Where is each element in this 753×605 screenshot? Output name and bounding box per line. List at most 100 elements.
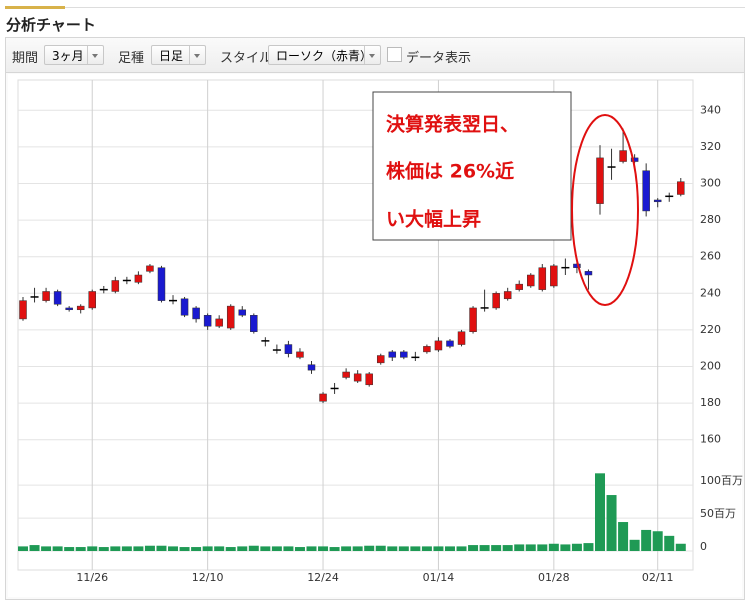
candle-body <box>515 283 523 290</box>
candle-body <box>65 307 73 311</box>
y-tick-label: 180 <box>700 396 721 409</box>
candle-body <box>76 305 85 311</box>
candle-body <box>388 351 397 358</box>
volume-bar <box>364 545 375 551</box>
volume-bar <box>271 546 282 551</box>
volume-bar <box>260 546 271 551</box>
candle-body <box>203 315 212 327</box>
volume-bar <box>571 543 582 551</box>
candle-body <box>19 300 27 320</box>
candle-body <box>146 265 154 272</box>
candle-body <box>527 274 535 287</box>
volume-bar <box>421 546 432 551</box>
volume-bar <box>18 546 28 551</box>
volume-bar <box>87 546 98 551</box>
data-display-label[interactable]: データ表示 <box>406 51 472 66</box>
period-label: 期間 <box>12 51 39 66</box>
candle-body <box>365 373 373 386</box>
volume-bar <box>41 546 52 551</box>
period-select[interactable]: 3ヶ月 <box>44 45 104 65</box>
candle-body <box>307 364 316 371</box>
candle-body <box>88 291 96 309</box>
style-select[interactable]: ローソク（赤青） <box>268 45 381 65</box>
candle-body <box>180 298 189 316</box>
volume-bar <box>144 545 155 551</box>
volume-bar <box>491 545 502 551</box>
candle-body <box>53 291 62 305</box>
y-tick-label: 200 <box>700 360 721 373</box>
candle-body <box>42 291 50 301</box>
volume-bar <box>525 544 536 551</box>
volume-bar <box>583 543 594 551</box>
y-tick-label: 160 <box>700 433 721 446</box>
candle-body <box>550 265 558 287</box>
style-label: スタイル <box>220 51 273 66</box>
y-tick-label: 320 <box>700 140 721 153</box>
volume-bar <box>548 543 559 551</box>
volume-bar <box>595 473 605 551</box>
candle-body <box>376 355 385 364</box>
plot-frame <box>17 79 694 571</box>
candle-body <box>192 307 200 320</box>
volume-bar <box>29 545 40 551</box>
y-tick-label: 240 <box>700 286 721 299</box>
volume-bar <box>283 546 294 551</box>
candle-body <box>469 307 477 332</box>
volume-bar <box>156 545 167 551</box>
highlight-ellipse <box>571 114 639 306</box>
volume-bar <box>606 495 617 551</box>
volume-bar <box>629 539 640 551</box>
volume-bar <box>52 546 63 551</box>
volume-bar <box>306 546 317 551</box>
volume-bar <box>387 546 398 551</box>
volume-bar <box>341 546 352 551</box>
bar-type-value: 日足 <box>159 49 184 63</box>
data-display-checkbox[interactable] <box>387 47 402 62</box>
volume-bar <box>202 546 213 551</box>
candle-body <box>319 393 327 402</box>
y-tick-label: 220 <box>700 323 721 336</box>
volume-bar <box>444 546 455 551</box>
candle-body <box>157 267 166 301</box>
volume-bar <box>133 546 144 551</box>
volume-bar <box>75 547 86 551</box>
volume-bar <box>560 544 571 551</box>
x-tick-label: 02/11 <box>642 571 674 584</box>
volume-bar <box>329 547 340 551</box>
volume-bar <box>294 547 305 551</box>
volume-bar <box>514 544 525 551</box>
candle-body <box>457 331 466 345</box>
y-tick-label: 260 <box>700 250 721 263</box>
volume-bar <box>352 546 363 551</box>
bar-type-select[interactable]: 日足 <box>151 45 206 65</box>
candle-body <box>677 181 685 195</box>
bar-type-label: 足種 <box>118 51 145 66</box>
volume-bar <box>121 546 132 551</box>
volume-bar <box>479 545 490 551</box>
candle-body <box>215 318 223 327</box>
candle-body <box>400 351 408 358</box>
volume-bar <box>168 546 179 551</box>
volume-bar <box>110 546 121 551</box>
volume-tick-label: 50百万 <box>700 507 736 520</box>
candle-body <box>284 344 293 354</box>
candle-body <box>134 274 143 283</box>
volume-bar <box>398 546 409 551</box>
x-tick-label: 12/24 <box>307 571 339 584</box>
candle-body <box>584 271 593 276</box>
volume-bar <box>641 529 652 551</box>
x-tick-label: 11/26 <box>76 571 108 584</box>
candle-body <box>619 150 627 162</box>
volume-bar <box>248 545 259 551</box>
volume-bar <box>237 546 248 551</box>
x-tick-label: 12/10 <box>192 571 224 584</box>
volume-bar <box>179 547 190 551</box>
volume-bar <box>191 547 202 551</box>
volume-bar <box>468 545 479 551</box>
candle-body <box>423 346 431 353</box>
volume-bar <box>64 547 75 551</box>
volume-bar <box>98 547 109 551</box>
volume-bar <box>225 547 236 551</box>
